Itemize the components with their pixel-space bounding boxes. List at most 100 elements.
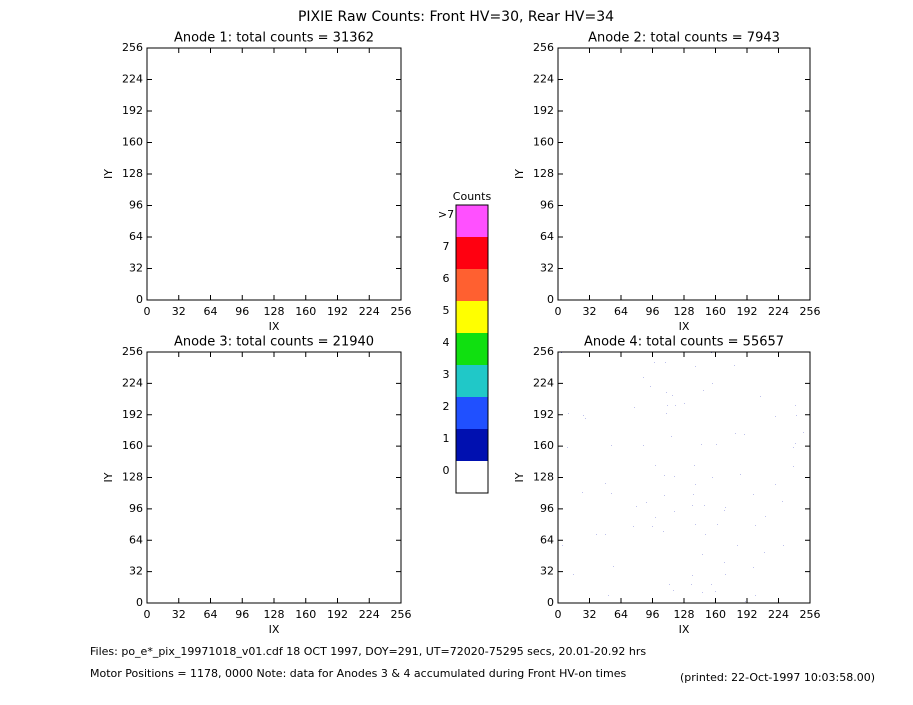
y-tick-label: 192 (533, 104, 554, 117)
y-tick-label: 160 (122, 136, 143, 149)
x-tick-label: 256 (391, 305, 412, 318)
y-tick-label: 0 (547, 596, 554, 609)
y-tick-label: 0 (547, 293, 554, 306)
colorbar-label: 0 (443, 464, 450, 477)
colorbar-swatch (456, 429, 488, 461)
y-tick-label: 224 (122, 73, 143, 86)
colorbar-label: 1 (443, 432, 450, 445)
count-image (558, 352, 810, 603)
y-tick-label: 96 (129, 502, 143, 515)
y-tick-label: 32 (129, 565, 143, 578)
x-tick-label: 0 (555, 305, 562, 318)
x-axis-label: IX (269, 320, 280, 333)
x-tick-label: 128 (674, 608, 695, 621)
x-tick-label: 96 (235, 608, 249, 621)
colorbar-swatch (456, 237, 488, 269)
y-tick-label: 96 (540, 502, 554, 515)
plot-title: Anode 4: total counts = 55657 (584, 335, 784, 350)
x-tick-label: 160 (295, 608, 316, 621)
footer-printed: (printed: 22-Oct-1997 10:03:58.00) (680, 671, 875, 684)
y-tick-label: 192 (122, 408, 143, 421)
x-tick-label: 192 (327, 608, 348, 621)
x-axis-label: IX (679, 320, 690, 333)
footer-motor: Motor Positions = 1178, 0000 Note: data … (90, 667, 626, 680)
x-tick-label: 96 (646, 608, 660, 621)
x-tick-label: 32 (172, 305, 186, 318)
x-tick-label: 128 (264, 608, 285, 621)
x-tick-label: 224 (768, 305, 789, 318)
plot-title: Anode 2: total counts = 7943 (588, 31, 780, 46)
count-image (147, 48, 401, 300)
y-tick-label: 160 (533, 439, 554, 452)
x-tick-label: 64 (614, 608, 628, 621)
y-tick-label: 256 (122, 345, 143, 358)
y-axis-label: IY (513, 472, 526, 482)
count-image (147, 352, 401, 603)
y-tick-label: 224 (533, 376, 554, 389)
x-tick-label: 0 (144, 608, 151, 621)
page-title: PIXIE Raw Counts: Front HV=30, Rear HV=3… (298, 9, 614, 25)
y-tick-label: 64 (129, 230, 143, 243)
y-tick-label: 64 (540, 230, 554, 243)
colorbar-label: 6 (443, 272, 450, 285)
footer-files: Files: po_e*_pix_19971018_v01.cdf 18 OCT… (90, 645, 646, 658)
y-tick-label: 256 (533, 345, 554, 358)
x-tick-label: 128 (674, 305, 695, 318)
x-tick-label: 192 (737, 305, 758, 318)
x-tick-label: 160 (295, 305, 316, 318)
y-tick-label: 128 (122, 471, 143, 484)
y-tick-label: 32 (540, 262, 554, 275)
x-axis-label: IX (679, 623, 690, 636)
x-axis-label: IX (269, 623, 280, 636)
colorbar-frame (455, 204, 489, 494)
y-tick-label: 128 (533, 471, 554, 484)
colorbar-label: 4 (443, 336, 450, 349)
x-tick-label: 224 (768, 608, 789, 621)
y-tick-label: 128 (533, 167, 554, 180)
y-tick-label: 128 (122, 167, 143, 180)
y-tick-label: 256 (122, 41, 143, 54)
colorbar-label: 5 (443, 304, 450, 317)
y-tick-label: 256 (533, 41, 554, 54)
x-tick-label: 224 (359, 305, 380, 318)
y-tick-label: 192 (533, 408, 554, 421)
x-tick-label: 96 (235, 305, 249, 318)
colorbar-swatch (456, 333, 488, 365)
x-tick-label: 160 (705, 305, 726, 318)
x-tick-label: 128 (264, 305, 285, 318)
colorbar-swatch (456, 461, 488, 493)
y-tick-label: 96 (540, 199, 554, 212)
colorbar-swatch (456, 301, 488, 333)
y-tick-label: 0 (136, 293, 143, 306)
x-tick-label: 224 (359, 608, 380, 621)
colorbar-swatch (456, 365, 488, 397)
y-tick-label: 32 (540, 565, 554, 578)
y-tick-label: 160 (533, 136, 554, 149)
x-tick-label: 192 (327, 305, 348, 318)
x-tick-label: 32 (583, 305, 597, 318)
colorbar-swatch (456, 205, 488, 237)
x-tick-label: 192 (737, 608, 758, 621)
y-axis-label: IY (102, 472, 115, 482)
y-tick-label: 224 (122, 376, 143, 389)
x-tick-label: 64 (204, 305, 218, 318)
y-tick-label: 64 (540, 533, 554, 546)
colorbar-swatch (456, 269, 488, 301)
y-tick-label: 224 (533, 73, 554, 86)
y-axis-label: IY (513, 169, 526, 179)
count-image (558, 48, 810, 300)
plot-title: Anode 3: total counts = 21940 (174, 335, 374, 350)
x-tick-label: 64 (204, 608, 218, 621)
colorbar-label: 2 (443, 400, 450, 413)
x-tick-label: 32 (583, 608, 597, 621)
y-tick-label: 32 (129, 262, 143, 275)
y-tick-label: 64 (129, 533, 143, 546)
x-tick-label: 64 (614, 305, 628, 318)
x-tick-label: 256 (800, 608, 821, 621)
x-tick-label: 96 (646, 305, 660, 318)
y-tick-label: 160 (122, 439, 143, 452)
colorbar-label: 3 (443, 368, 450, 381)
x-tick-label: 160 (705, 608, 726, 621)
y-tick-label: 192 (122, 104, 143, 117)
